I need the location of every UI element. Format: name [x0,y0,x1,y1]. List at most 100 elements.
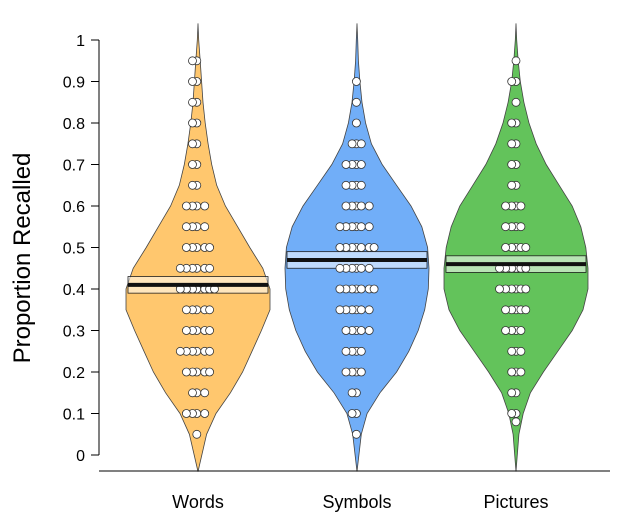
y-axis-label: Proportion Recalled [9,153,36,364]
data-point-words [200,222,210,232]
data-point-symbols [341,201,351,211]
data-point-words [205,346,215,356]
data-point-words [175,346,185,356]
data-point-pictures [507,367,517,377]
data-point-pictures [507,346,517,356]
y-tick-label: 0.8 [63,116,85,133]
data-point-symbols [335,222,345,232]
data-point-pictures [516,222,526,232]
data-point-pictures [507,139,517,149]
data-point-words [205,367,215,377]
data-point-symbols [356,305,366,315]
data-point-pictures [507,160,517,169]
y-tick-label: 0.2 [63,365,85,382]
x-tick-label-pictures: Pictures [483,492,548,512]
y-tick-label: 1 [76,33,85,50]
data-point-pictures [516,346,526,356]
x-tick-label-words: Words [172,492,224,512]
data-point-symbols [341,160,351,169]
data-point-words [188,56,197,66]
data-point-symbols [351,429,361,439]
y-tick-label: 0.1 [63,407,85,424]
data-point-symbols [356,222,366,232]
data-point-words [200,201,210,211]
data-point-symbols [335,243,345,252]
data-point-words [205,326,215,335]
data-point-pictures [507,77,517,86]
data-point-pictures [516,367,526,377]
data-point-pictures [501,243,511,252]
data-point-words [181,367,191,377]
data-point-pictures [516,326,526,335]
data-point-symbols [351,97,361,107]
x-axis: Words Symbols Pictures [99,470,610,512]
y-tick-label: 0.3 [63,324,85,341]
y-tick-label: 0.9 [63,75,85,92]
data-point-symbols [335,263,345,273]
data-point-symbols [356,284,366,294]
data-point-words [188,388,197,398]
data-point-symbols [364,263,374,273]
data-point-pictures [507,388,517,398]
data-point-symbols [364,222,374,232]
data-point-words [181,201,191,211]
data-point-words [200,409,210,418]
data-point-words [200,388,210,398]
data-point-symbols [356,346,366,356]
data-point-pictures [501,305,511,315]
data-point-words [205,243,215,252]
x-tick-label-symbols: Symbols [322,492,391,512]
data-point-words [188,77,197,86]
data-point-words [188,97,197,107]
data-point-words [188,139,197,149]
data-point-words [181,305,191,315]
data-point-symbols [356,160,366,169]
data-point-words [181,409,191,418]
data-point-words [181,243,191,252]
data-point-words [188,118,197,128]
data-point-symbols [369,243,379,252]
y-tick-label: 0.6 [63,199,85,216]
data-point-symbols [356,367,366,377]
data-point-symbols [356,180,366,190]
data-point-words [188,180,197,190]
data-point-pictures [501,222,511,232]
data-point-pictures [511,56,521,66]
y-tick-label: 0.7 [63,158,85,175]
data-point-words [192,429,202,439]
data-point-words [175,263,185,273]
data-point-pictures [516,201,526,211]
data-point-pictures [501,326,511,335]
y-tick-label: 0.5 [63,241,85,258]
data-point-pictures [495,284,504,294]
data-point-pictures [511,417,521,427]
data-point-symbols [364,305,374,315]
data-point-words [205,263,215,273]
data-point-pictures [521,305,531,315]
data-point-pictures [521,284,531,294]
data-point-pictures [511,97,521,107]
data-point-symbols [351,118,361,128]
data-point-symbols [356,201,366,211]
y-axis: 0 0.1 0.2 0.3 0.4 0.5 0.6 0.7 0.8 0.9 1 [63,33,100,465]
data-point-words [205,305,215,315]
data-point-symbols [335,305,345,315]
data-point-symbols [347,139,357,149]
data-point-symbols [347,388,357,398]
data-point-symbols [347,409,357,418]
data-point-symbols [341,326,351,335]
data-point-symbols [356,263,366,273]
data-point-symbols [335,284,345,294]
violins-group [125,23,589,472]
data-point-symbols [364,201,374,211]
y-tick-label: 0 [76,448,85,465]
data-point-words [188,160,197,169]
data-point-symbols [356,243,366,252]
data-point-pictures [507,409,517,418]
data-point-symbols [351,77,361,86]
data-point-words [181,326,191,335]
data-point-symbols [364,326,374,335]
data-point-symbols [341,180,351,190]
data-point-symbols [341,367,351,377]
